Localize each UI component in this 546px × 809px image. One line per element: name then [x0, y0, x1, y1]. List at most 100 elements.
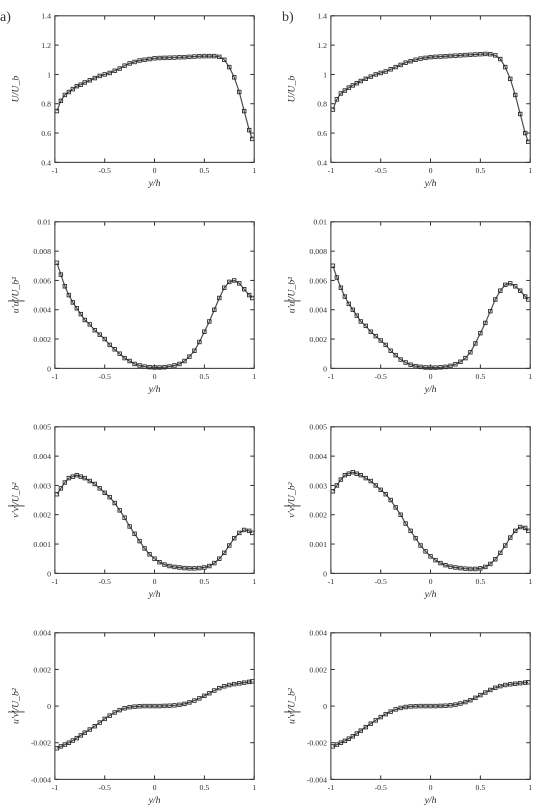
svg-text:0: 0 — [47, 364, 51, 373]
svg-text:-0.004: -0.004 — [31, 775, 51, 784]
svg-text:-1: -1 — [328, 577, 335, 586]
svg-text:-1: -1 — [52, 372, 59, 381]
svg-text:1: 1 — [323, 70, 327, 79]
svg-text:1: 1 — [252, 783, 256, 792]
svg-text:0.002: 0.002 — [33, 511, 51, 520]
svg-text:1.4: 1.4 — [317, 12, 327, 21]
svg-text:0.5: 0.5 — [475, 166, 485, 175]
chart-panel-r1-c1: -1-0.500.5100.0020.0040.0060.0080.01y/hu… — [284, 214, 538, 398]
svg-text:-1: -1 — [52, 577, 59, 586]
svg-text:-1: -1 — [52, 166, 59, 175]
svg-text:u'v'/U_b²: u'v'/U_b² — [287, 687, 298, 724]
svg-text:y/h: y/h — [148, 178, 161, 189]
svg-text:0.003: 0.003 — [33, 482, 51, 491]
svg-text:-1: -1 — [52, 783, 59, 792]
svg-text:1.4: 1.4 — [41, 12, 51, 21]
svg-text:-0.5: -0.5 — [375, 166, 387, 175]
svg-text:y/h: y/h — [148, 589, 161, 600]
svg-text:u'u'/U_b²: u'u'/U_b² — [287, 275, 298, 312]
chart-panel-r3-c0: -1-0.500.51-0.004-0.00200.0020.004y/hu'v… — [8, 625, 262, 809]
svg-text:0.004: 0.004 — [33, 452, 51, 461]
svg-text:0: 0 — [153, 577, 157, 586]
chart-panel-r2-c0: -1-0.500.5100.0010.0020.0030.0040.005y/h… — [8, 419, 262, 603]
svg-text:0.5: 0.5 — [199, 372, 209, 381]
svg-text:y/h: y/h — [424, 383, 437, 394]
svg-text:0.4: 0.4 — [317, 158, 327, 167]
svg-text:0: 0 — [429, 372, 433, 381]
chart-panel-r0-c0: -1-0.500.510.40.60.811.21.4y/hU/U_b — [8, 8, 262, 192]
svg-text:0.5: 0.5 — [199, 166, 209, 175]
svg-text:0.004: 0.004 — [33, 305, 51, 314]
chart-grid: -1-0.500.510.40.60.811.21.4y/hU/U_b-1-0.… — [0, 0, 546, 809]
svg-text:y/h: y/h — [148, 795, 161, 806]
svg-text:0.004: 0.004 — [309, 305, 327, 314]
chart-panel-r3-c1: -1-0.500.51-0.004-0.00200.0020.004y/hu'v… — [284, 625, 538, 809]
svg-text:0: 0 — [429, 577, 433, 586]
svg-text:U/U_b: U/U_b — [287, 76, 298, 103]
svg-text:1: 1 — [528, 166, 532, 175]
svg-text:0.01: 0.01 — [313, 217, 327, 226]
svg-text:1.2: 1.2 — [317, 41, 327, 50]
svg-text:0.003: 0.003 — [309, 482, 327, 491]
svg-text:0.8: 0.8 — [317, 100, 327, 109]
svg-text:v'v'/U_b²: v'v'/U_b² — [11, 482, 22, 518]
svg-text:-0.5: -0.5 — [99, 783, 111, 792]
svg-text:0: 0 — [153, 783, 157, 792]
svg-text:0: 0 — [323, 364, 327, 373]
svg-text:U/U_b: U/U_b — [11, 76, 22, 103]
svg-text:0.001: 0.001 — [309, 540, 327, 549]
svg-text:0: 0 — [429, 166, 433, 175]
svg-text:0.004: 0.004 — [309, 452, 327, 461]
svg-text:-0.004: -0.004 — [307, 775, 327, 784]
svg-text:0.8: 0.8 — [41, 100, 51, 109]
svg-text:v'v'/U_b²: v'v'/U_b² — [287, 482, 298, 518]
svg-text:y/h: y/h — [424, 795, 437, 806]
svg-text:y/h: y/h — [424, 178, 437, 189]
svg-text:0.002: 0.002 — [33, 665, 51, 674]
svg-text:1: 1 — [47, 70, 51, 79]
chart-panel-r0-c1: -1 -0.5 0 0.5 1 0.4 0.6 0.8 1 1.2 1.4 y/h U/U_b — [284, 8, 538, 192]
svg-text:1: 1 — [528, 372, 532, 381]
svg-text:0: 0 — [47, 570, 51, 579]
svg-text:0: 0 — [429, 783, 433, 792]
svg-text:0.01: 0.01 — [37, 217, 51, 226]
svg-text:1: 1 — [252, 372, 256, 381]
svg-text:1.2: 1.2 — [41, 41, 51, 50]
svg-text:0.002: 0.002 — [309, 511, 327, 520]
svg-text:0.008: 0.008 — [33, 247, 51, 256]
svg-text:u'u'/U_b²: u'u'/U_b² — [11, 275, 22, 312]
svg-text:y/h: y/h — [148, 383, 161, 394]
svg-text:0: 0 — [323, 702, 327, 711]
svg-text:1: 1 — [252, 166, 256, 175]
svg-text:-0.5: -0.5 — [375, 783, 387, 792]
svg-text:-0.5: -0.5 — [99, 577, 111, 586]
svg-text:0.5: 0.5 — [475, 372, 485, 381]
svg-text:-0.5: -0.5 — [375, 577, 387, 586]
svg-text:0.006: 0.006 — [33, 276, 51, 285]
svg-text:0.004: 0.004 — [309, 629, 327, 638]
svg-text:y/h: y/h — [424, 589, 437, 600]
svg-text:0.6: 0.6 — [317, 129, 327, 138]
svg-text:-0.002: -0.002 — [31, 739, 51, 748]
svg-text:1: 1 — [528, 783, 532, 792]
svg-text:0.005: 0.005 — [33, 423, 51, 432]
svg-text:0: 0 — [153, 166, 157, 175]
svg-text:0.5: 0.5 — [475, 783, 485, 792]
svg-text:0.5: 0.5 — [475, 577, 485, 586]
svg-text:0: 0 — [47, 702, 51, 711]
chart-panel-r2-c1: -1-0.500.5100.0010.0020.0030.0040.005y/h… — [284, 419, 538, 603]
svg-text:-0.5: -0.5 — [99, 166, 111, 175]
svg-text:0.002: 0.002 — [309, 335, 327, 344]
svg-text:u'v'/U_b²: u'v'/U_b² — [11, 687, 22, 724]
svg-text:0.006: 0.006 — [309, 276, 327, 285]
svg-text:-0.002: -0.002 — [307, 739, 327, 748]
svg-text:0.002: 0.002 — [33, 335, 51, 344]
svg-text:-1: -1 — [328, 166, 335, 175]
svg-text:0.005: 0.005 — [309, 423, 327, 432]
svg-text:-0.5: -0.5 — [375, 372, 387, 381]
svg-text:0.001: 0.001 — [33, 540, 51, 549]
svg-text:0.004: 0.004 — [33, 629, 51, 638]
svg-text:1: 1 — [252, 577, 256, 586]
chart-panel-r1-c0: -1-0.500.5100.0020.0040.0060.0080.01y/hu… — [8, 214, 262, 398]
svg-text:0: 0 — [323, 570, 327, 579]
